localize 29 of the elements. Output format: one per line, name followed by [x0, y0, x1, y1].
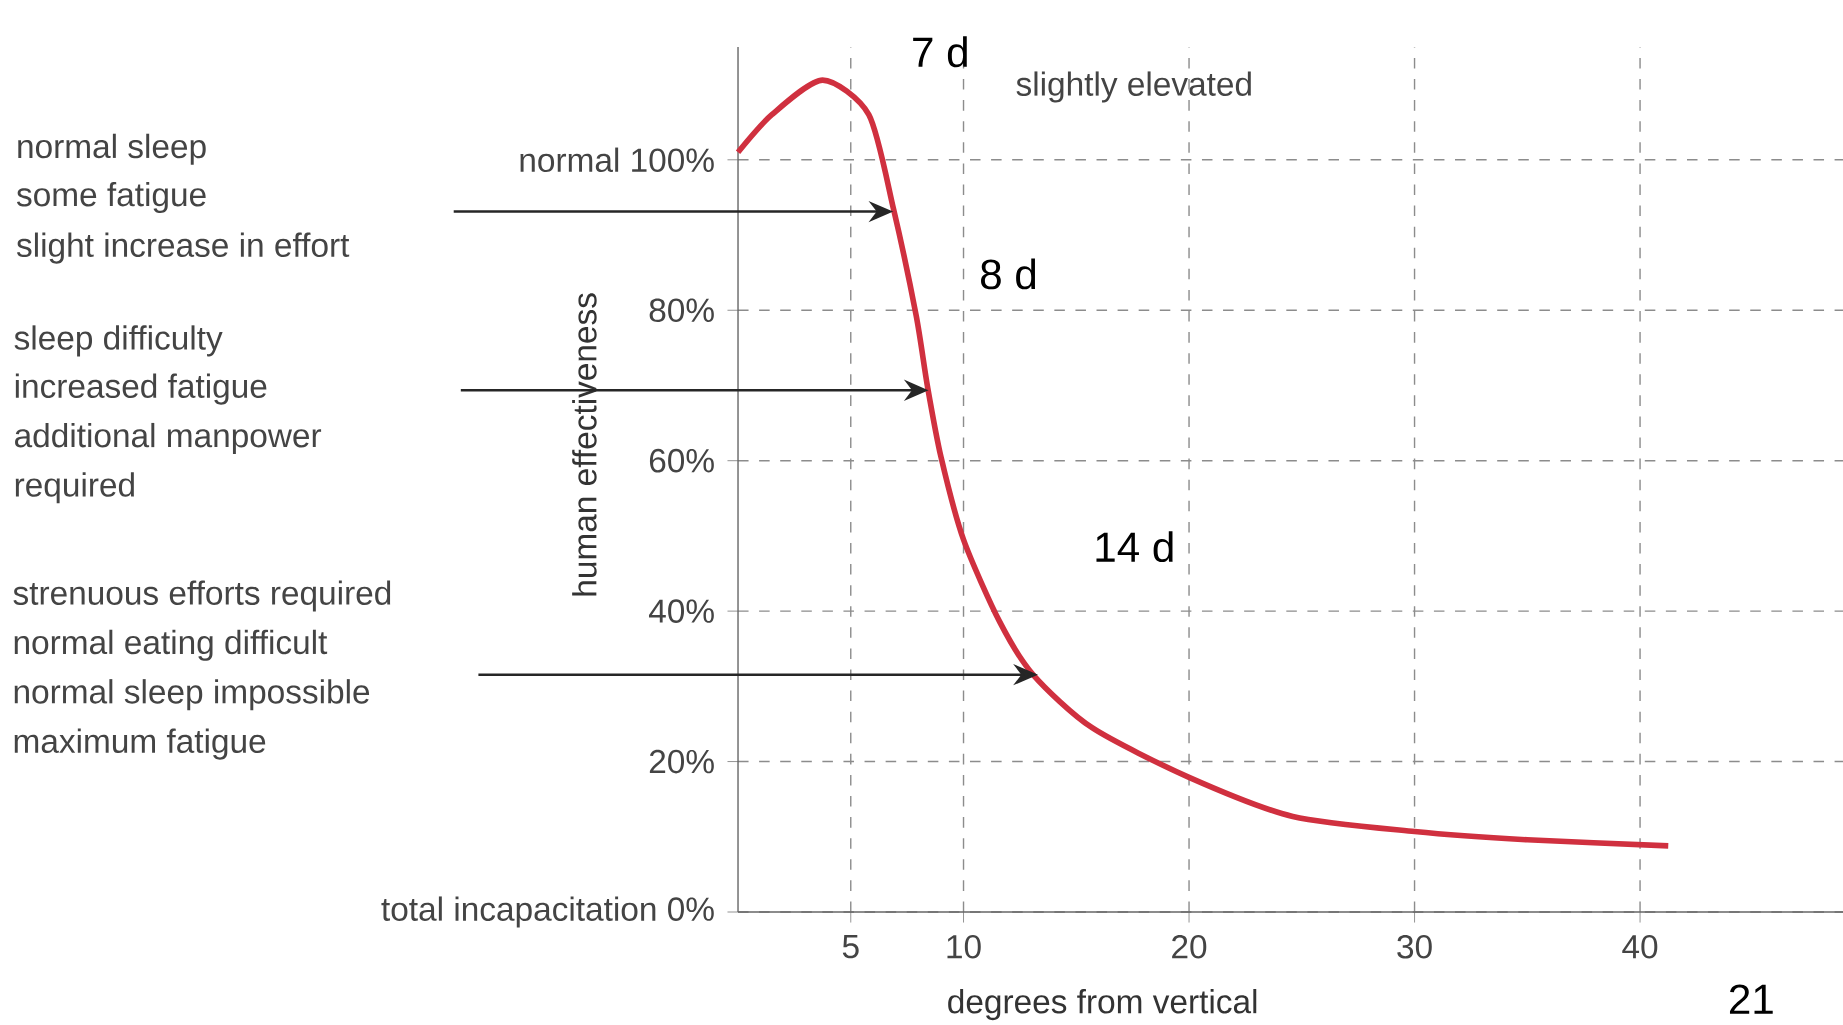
- x-tick-label: 10: [947, 934, 981, 959]
- text: normal sleep impossible: [14, 679, 370, 711]
- y-tick-label: 40%: [648, 599, 714, 623]
- annotation: 7 d: [913, 36, 967, 68]
- text: some fatigue: [16, 181, 206, 214]
- text: strenuous efforts required: [13, 580, 391, 612]
- x-tick-label: 20: [1172, 934, 1207, 959]
- text: required: [15, 472, 134, 504]
- y-axis-title: human effectiveness: [572, 293, 597, 596]
- text: slight increase in effort: [16, 232, 350, 264]
- text: normal eating difficult: [14, 629, 328, 661]
- text: additional manpower: [15, 422, 322, 455]
- y-tick-label: normal 100%: [520, 147, 714, 173]
- text: 21: [1729, 984, 1773, 1014]
- text: normal sleep: [18, 133, 206, 165]
- x-axis-title: degrees from vertical: [948, 988, 1257, 1021]
- x-tick-label: 30: [1397, 934, 1432, 959]
- y-tick-label: total incapacitation 0%: [381, 896, 714, 928]
- y-tick-label: 60%: [649, 448, 714, 473]
- annotation: slightly elevated: [1016, 71, 1251, 103]
- text: increased fatigue: [15, 373, 267, 405]
- y-tick-label: 80%: [649, 298, 714, 323]
- text: maximum fatigue: [14, 728, 266, 760]
- annotation: 14 d: [1096, 531, 1173, 563]
- text: sleep difficulty: [14, 325, 223, 357]
- annotation: 8 d: [981, 258, 1036, 290]
- x-tick-label: 5: [842, 934, 859, 959]
- y-tick-label: 20%: [649, 749, 714, 774]
- x-tick-label: 40: [1622, 934, 1658, 959]
